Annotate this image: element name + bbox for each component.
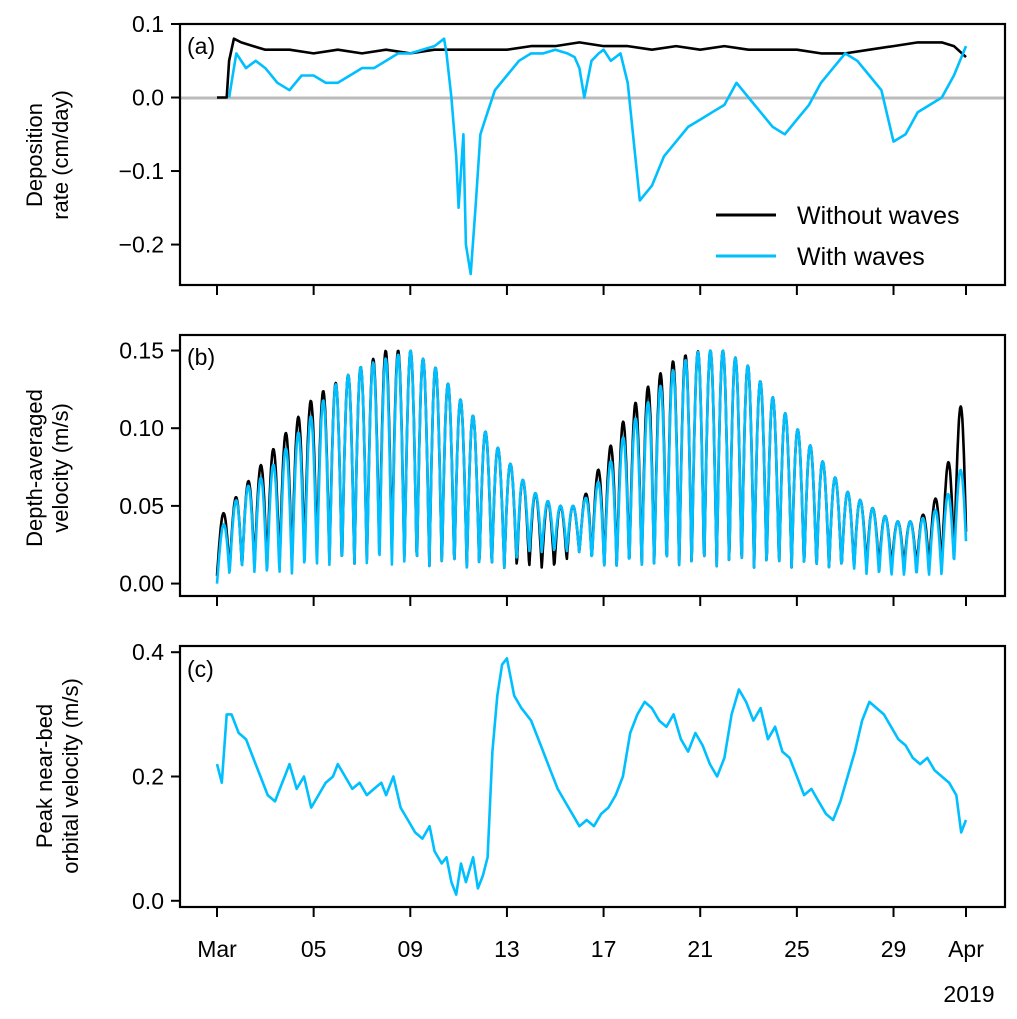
x-tick-label: 13 bbox=[494, 936, 520, 962]
y-tick-label: 0.2 bbox=[132, 764, 164, 790]
panel-b-frame bbox=[178, 333, 1007, 598]
legend-label-without-waves: Without waves bbox=[797, 202, 960, 230]
panel-a-y-ticks: 0.1 0.0 −0.1 −0.2 bbox=[119, 11, 180, 258]
panel-c: 0.4 0.2 0.0 (c) Peak near-bed orbital velo… bbox=[32, 639, 1007, 917]
y-tick-label: 0.0 bbox=[132, 888, 164, 914]
series-line-without-waves bbox=[217, 37, 967, 99]
y-tick-label: 0.05 bbox=[119, 493, 164, 519]
x-axis-year-label: 2019 bbox=[943, 981, 994, 1007]
panel-b-tag: (b) bbox=[187, 344, 215, 370]
x-tick-label: 05 bbox=[301, 936, 327, 962]
y-tick-label: −0.1 bbox=[119, 158, 164, 184]
panel-b-x-ticks bbox=[216, 596, 967, 606]
panel-b-y-ticks: 0.15 0.10 0.05 0.00 bbox=[119, 338, 180, 597]
panel-c-x-ticks bbox=[216, 907, 967, 917]
legend: Without waves With waves bbox=[716, 202, 960, 271]
series-line-with-waves bbox=[215, 349, 968, 584]
y-tick-label: 0.10 bbox=[119, 415, 164, 441]
series-line-with-waves bbox=[227, 37, 968, 276]
panel-a-frame bbox=[178, 22, 1007, 287]
y-tick-label: 0.15 bbox=[119, 338, 164, 364]
panel-b-series-group bbox=[215, 349, 968, 584]
y-tick-label: 0.0 bbox=[132, 85, 164, 111]
legend-label-with-waves: With waves bbox=[797, 243, 925, 271]
panel-a-x-ticks bbox=[216, 285, 967, 295]
x-tick-label: 25 bbox=[784, 936, 810, 962]
panel-a-tag: (a) bbox=[187, 33, 215, 59]
panel-c-ylabel-line2: orbital velocity (m/s) bbox=[58, 678, 83, 874]
panel-a-ylabel-line2: rate (cm/day) bbox=[48, 90, 73, 220]
panel-a-ylabel-line1: Deposition bbox=[22, 103, 47, 207]
x-tick-label: Apr bbox=[948, 936, 984, 962]
panel-b-ylabel-line1: Depth-averaged bbox=[22, 389, 47, 547]
x-tick-label: 29 bbox=[881, 936, 907, 962]
panel-a: 0.1 0.0 −0.1 −0.2 (a) Deposition rate (cm/d… bbox=[22, 11, 1007, 295]
panel-c-ylabel-line1: Peak near-bed bbox=[32, 704, 57, 848]
y-tick-label: 0.1 bbox=[132, 11, 164, 37]
panel-b: 0.15 0.10 0.05 0.00 (b) Depth-averaged velo… bbox=[22, 333, 1007, 606]
series-line-with-waves bbox=[215, 657, 968, 896]
x-tick-label: 21 bbox=[687, 936, 713, 962]
y-tick-label: 0.4 bbox=[132, 639, 164, 665]
x-tick-labels: Mar 05 09 13 17 21 25 29 Apr bbox=[197, 936, 984, 962]
panel-c-tag: (c) bbox=[187, 656, 214, 682]
panel-a-series-group bbox=[217, 37, 968, 276]
panel-c-series-group bbox=[215, 657, 968, 896]
x-tick-label: 17 bbox=[591, 936, 617, 962]
x-tick-label: 09 bbox=[397, 936, 423, 962]
y-tick-label: −0.2 bbox=[119, 232, 164, 258]
panel-c-y-ticks: 0.4 0.2 0.0 bbox=[132, 639, 180, 914]
panel-b-ylabel-line2: velocity (m/s) bbox=[48, 403, 73, 533]
y-tick-label: 0.00 bbox=[119, 571, 164, 597]
x-tick-label: Mar bbox=[197, 936, 237, 962]
